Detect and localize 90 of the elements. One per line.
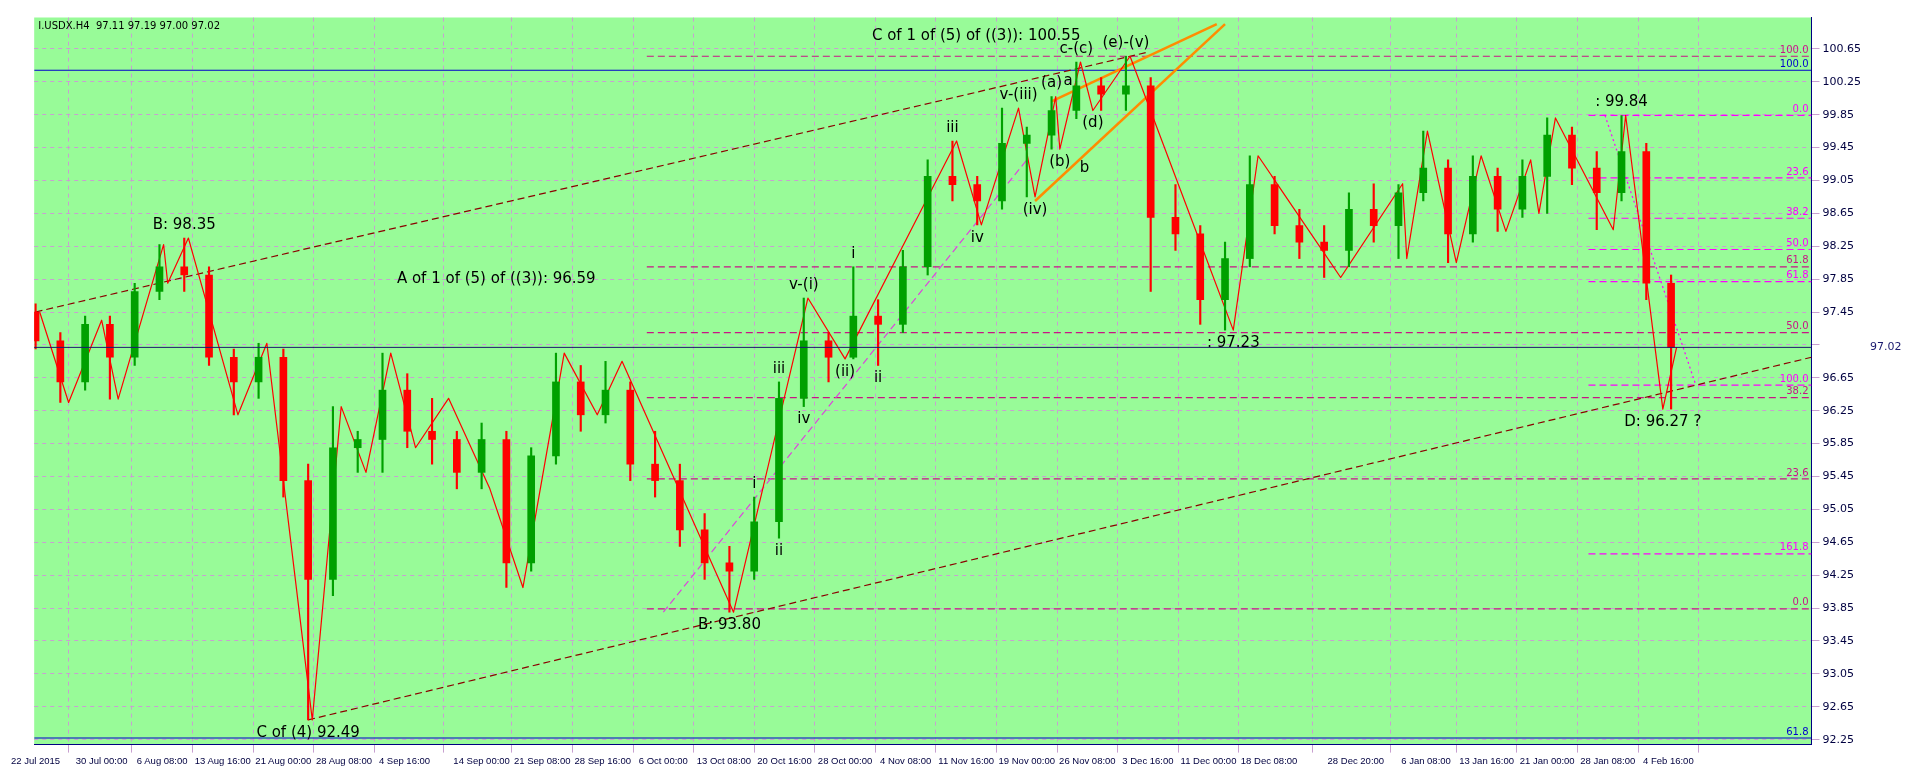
x-tick-label: 4 Feb 16:00 — [1642, 754, 1694, 766]
x-tick-label: 28 Dec 20:00 — [1327, 754, 1385, 766]
annotation: iv — [797, 409, 811, 428]
y-tick-label: 95.85 — [1822, 436, 1855, 450]
annotation: v-(i) — [788, 274, 819, 293]
annotation: (d) — [1082, 113, 1104, 132]
series-label: 38.2 — [1786, 385, 1809, 397]
annotation: ii — [873, 368, 883, 387]
series-label: 0.0 — [1792, 596, 1809, 608]
annotation: iii — [772, 358, 786, 377]
series-label: 50.0 — [1786, 237, 1809, 249]
y-tick-label: 95.45 — [1822, 469, 1855, 483]
y-tick-label: 93.45 — [1822, 633, 1855, 647]
series-label: 38.2 — [1786, 205, 1809, 217]
annotation: A of 1 of (5) of ((3)): 96.59 — [396, 269, 596, 288]
x-tick-label: 21 Jan 00:00 — [1519, 754, 1575, 766]
x-tick-label: 28 Aug 08:00 — [315, 754, 372, 766]
annotation: v-(iii) — [999, 84, 1038, 103]
annotation: (iv) — [1022, 199, 1048, 218]
annotation: : 99.84 — [1595, 92, 1648, 111]
series-label: 23.6 — [1786, 165, 1809, 177]
series-label: 100.0 — [1779, 43, 1809, 55]
y-tick-label: 99.05 — [1822, 173, 1855, 187]
x-tick-label: 11 Nov 16:00 — [938, 754, 995, 766]
annotation: ii — [774, 541, 784, 560]
y-tick-label: 98.25 — [1822, 239, 1855, 253]
annotation: C of (4) 92.49 — [256, 722, 360, 741]
series-label: 0.0 — [1792, 103, 1809, 115]
x-tick-label: 6 Aug 08:00 — [136, 754, 188, 766]
x-tick-label: 14 Sep 00:00 — [453, 754, 510, 766]
y-tick-label: 93.05 — [1822, 666, 1855, 680]
x-tick-label: 28 Sep 16:00 — [574, 754, 632, 766]
series-label: 100.0 — [1779, 57, 1809, 69]
series-label: 100.0 — [1779, 372, 1809, 384]
annotation: D: 96.27 ? — [1624, 411, 1702, 430]
x-tick-label: 28 Oct 00:00 — [817, 754, 873, 766]
x-tick-label: 3 Dec 16:00 — [1122, 754, 1174, 766]
x-tick-label: 4 Nov 08:00 — [880, 754, 932, 766]
series-label: 61.8 — [1786, 269, 1809, 281]
x-tick-label: 28 Jan 08:00 — [1580, 754, 1636, 766]
x-tick-label: 22 Jul 2015 — [11, 754, 61, 766]
annotation: i — [851, 243, 856, 262]
series-label: 61.8 — [1786, 254, 1809, 266]
x-tick-label: 26 Nov 08:00 — [1059, 754, 1116, 766]
y-tick-label: 98.65 — [1822, 206, 1855, 220]
x-tick-label: 6 Oct 00:00 — [638, 754, 688, 766]
y-tick-label: 97.45 — [1822, 304, 1855, 318]
annotation: a — [1063, 70, 1073, 89]
annotation: B: 93.80 — [697, 615, 761, 634]
annotation: (b) — [1049, 152, 1071, 171]
x-tick-label: 30 Jul 00:00 — [75, 754, 128, 766]
annotation: (a) — [1041, 73, 1063, 92]
ref-line-label: 97.02 — [1870, 340, 1902, 354]
x-tick-label: 13 Jan 16:00 — [1459, 754, 1515, 766]
x-tick-label: 6 Jan 08:00 — [1401, 754, 1451, 766]
annotation: iii — [946, 117, 959, 136]
y-tick-label: 93.85 — [1822, 600, 1855, 614]
series-label: 23.6 — [1786, 466, 1809, 478]
x-tick-label: 20 Oct 16:00 — [757, 754, 812, 766]
y-tick-label: 96.25 — [1822, 403, 1855, 417]
x-tick-label: 18 Dec 08:00 — [1240, 754, 1298, 766]
y-tick-label: 96.65 — [1822, 370, 1855, 384]
y-tick-label: 99.45 — [1822, 140, 1855, 154]
y-tick-label: 94.65 — [1822, 535, 1855, 549]
chart-title: I.USDX.H4 97.11 97.19 97.00 97.02 — [38, 20, 220, 32]
x-tick-label: 13 Oct 08:00 — [696, 754, 752, 766]
series-label: 161.8 — [1779, 541, 1809, 553]
annotation: i — [752, 473, 757, 492]
annotation: (ii) — [835, 361, 856, 380]
y-tick-label: 95.05 — [1822, 502, 1855, 516]
y-tick-label: 94.25 — [1822, 568, 1855, 582]
y-tick-label: 99.85 — [1822, 107, 1855, 121]
annotation: (e)-(v) — [1102, 33, 1150, 52]
y-tick-label: 100.65 — [1822, 41, 1862, 55]
x-tick-label: 21 Sep 08:00 — [513, 754, 571, 766]
series-label: 50.0 — [1786, 320, 1809, 332]
annotation: B: 98.35 — [152, 214, 216, 233]
x-tick-label: 19 Nov 00:00 — [998, 754, 1056, 766]
x-tick-label: 13 Aug 16:00 — [194, 754, 251, 766]
annotation: iv — [970, 227, 984, 246]
y-tick-label: 100.25 — [1822, 74, 1862, 88]
annotation: b — [1079, 157, 1090, 176]
annotation: : 97.23 — [1206, 333, 1260, 351]
x-tick-label: 4 Sep 16:00 — [378, 754, 431, 766]
series-label: 61.8 — [1786, 725, 1809, 737]
x-tick-label: 11 Dec 00:00 — [1180, 754, 1237, 766]
y-tick-label: 92.65 — [1822, 699, 1855, 713]
y-tick-label: 92.25 — [1822, 732, 1855, 746]
y-tick-label: 97.85 — [1822, 271, 1855, 285]
x-tick-label: 21 Aug 00:00 — [255, 754, 312, 766]
